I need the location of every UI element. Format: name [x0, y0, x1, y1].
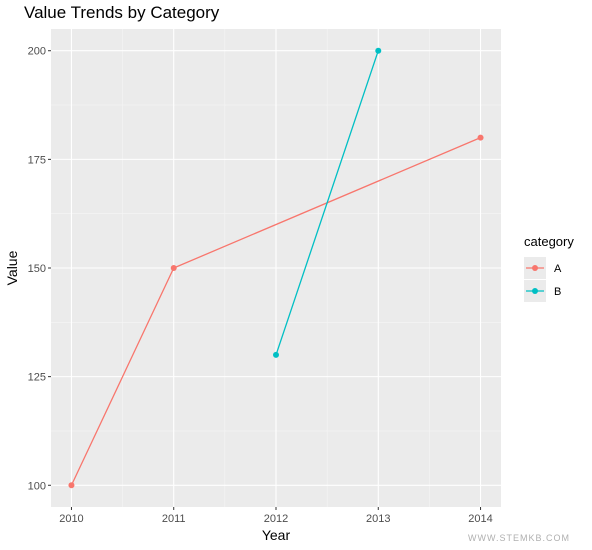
data-point-B [375, 47, 382, 54]
series-line-B [275, 50, 379, 356]
data-point-A [477, 134, 484, 141]
x-tick-label: 2012 [264, 513, 288, 525]
y-tick-label: 100 [28, 480, 46, 492]
legend-title: category [524, 234, 574, 249]
legend-label-A: A [554, 263, 562, 275]
y-tick-labels: 100 125 150 175 200 [28, 46, 51, 492]
legend-label-B: B [554, 286, 561, 298]
x-tick-labels: 2010 2011 2012 2013 2014 [59, 507, 493, 525]
legend: category AB [524, 234, 574, 302]
y-tick-label: 175 [28, 154, 46, 166]
x-tick-label: 2011 [162, 513, 186, 525]
x-tick-label: 2013 [366, 513, 390, 525]
x-tick-label: 2014 [468, 513, 492, 525]
data-point-B [273, 351, 279, 358]
watermark: WWW.STEMKB.COM [468, 533, 570, 543]
y-tick-label: 200 [28, 46, 46, 58]
series-layer [68, 47, 484, 489]
data-point-A [170, 265, 177, 271]
chart-title: Value Trends by Category [24, 3, 220, 22]
data-point-A [68, 482, 75, 489]
y-axis-title: Value [4, 250, 20, 285]
x-axis-title: Year [262, 527, 291, 543]
y-tick-label: 150 [28, 263, 46, 275]
legend-key-point [532, 265, 538, 271]
legend-key-point [532, 288, 538, 294]
y-tick-label: 125 [28, 372, 46, 384]
x-tick-label: 2010 [59, 513, 83, 525]
